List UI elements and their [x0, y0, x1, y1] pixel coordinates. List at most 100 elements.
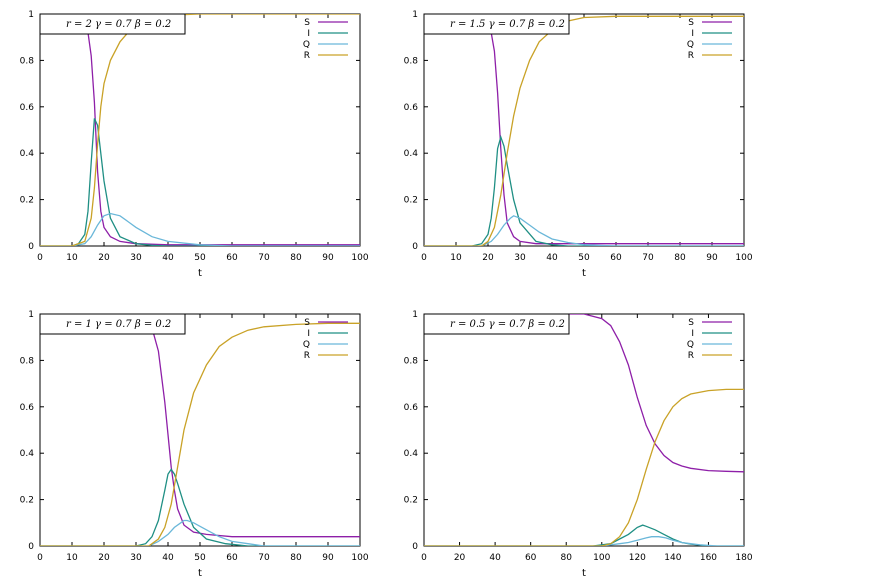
y-tick-label: 1: [412, 10, 418, 20]
series-line-R: [424, 15, 744, 246]
legend-label-I: I: [691, 329, 694, 339]
series-line-I: [424, 134, 744, 246]
x-tick-label: 100: [735, 253, 752, 263]
y-tick-label: 0.4: [20, 449, 35, 459]
plot-frame: [39, 313, 361, 547]
x-tick-label: 40: [489, 553, 501, 563]
legend-label-I: I: [307, 329, 310, 339]
legend-label-Q: Q: [687, 40, 694, 50]
x-tick-label: 100: [351, 253, 368, 263]
x-tick-label: 120: [629, 553, 646, 563]
series-line-S: [424, 14, 744, 245]
legend-label-R: R: [688, 51, 694, 61]
chart-title: r = 2 γ = 0.7 β = 0.2: [66, 19, 171, 30]
series-line-S: [424, 314, 744, 473]
x-tick-label: 0: [421, 253, 427, 263]
chart-panel-4: 0 20 40 60 80 100 120 140 160 180 0 0.2 0.4 0.6 0.8 1 t r…: [404, 310, 753, 579]
series-line-Q: [424, 215, 744, 246]
chart-title: r = 0.5 γ = 0.7 β = 0.2: [450, 319, 565, 330]
x-axis-label: t: [582, 568, 586, 579]
x-tick-label: 60: [226, 553, 238, 563]
y-tick-label: 0.2: [404, 196, 418, 206]
series-line-I: [40, 118, 360, 246]
y-tick-label: 0.6: [20, 103, 35, 113]
x-tick-label: 90: [706, 253, 718, 263]
y-tick-label: 1: [28, 310, 34, 320]
x-tick-label: 80: [560, 553, 572, 563]
y-tick-label: 0: [28, 242, 34, 252]
x-tick-label: 140: [664, 553, 681, 563]
x-tick-label: 20: [98, 253, 110, 263]
y-tick-label: 0.8: [20, 56, 35, 66]
y-tick-label: 0: [412, 242, 418, 252]
series-line-R: [40, 322, 360, 546]
y-tick-label: 0: [28, 542, 34, 552]
y-tick-label: 0.8: [404, 356, 419, 366]
x-tick-label: 160: [700, 553, 717, 563]
legend-label-S: S: [688, 18, 694, 28]
plot-frame: [423, 313, 745, 547]
chart-panel-3: 0 10 20 30 40 50 60 70 80 90 100 0 0.2 0.4 0.6 0.8 1 t r =…: [20, 310, 369, 579]
x-tick-label: 50: [194, 253, 206, 263]
legend-label-S: S: [688, 318, 694, 328]
chart-title: r = 1.5 γ = 0.7 β = 0.2: [450, 19, 565, 30]
x-tick-label: 50: [194, 553, 206, 563]
legend-label-S: S: [304, 18, 310, 28]
y-tick-label: 0.2: [20, 196, 34, 206]
x-tick-label: 30: [130, 553, 142, 563]
x-tick-label: 70: [642, 253, 654, 263]
y-tick-label: 0.2: [20, 496, 34, 506]
legend-label-R: R: [688, 351, 694, 361]
title-box: [423, 13, 570, 35]
x-tick-label: 180: [735, 553, 752, 563]
x-tick-label: 10: [450, 253, 462, 263]
legend-label-R: R: [304, 51, 310, 61]
y-tick-label: 1: [28, 10, 34, 20]
series-line-I: [424, 524, 744, 546]
y-tick-label: 0.4: [404, 149, 419, 159]
x-tick-label: 0: [37, 553, 43, 563]
legend-label-S: S: [304, 318, 310, 328]
y-tick-label: 0: [412, 542, 418, 552]
x-tick-label: 80: [674, 253, 686, 263]
legend-label-R: R: [304, 351, 310, 361]
x-axis-label: t: [582, 268, 586, 279]
legend-label-Q: Q: [303, 40, 310, 50]
x-axis-label: t: [198, 268, 202, 279]
series-line-I: [40, 468, 360, 546]
series-line-R: [424, 388, 744, 546]
x-tick-label: 20: [454, 553, 466, 563]
x-tick-label: 20: [482, 253, 494, 263]
legend-label-Q: Q: [303, 340, 310, 350]
series-line-Q: [40, 519, 360, 546]
x-tick-label: 80: [290, 253, 302, 263]
series-line-Q: [40, 212, 360, 246]
x-tick-label: 0: [421, 553, 427, 563]
y-tick-label: 1: [412, 310, 418, 320]
x-tick-label: 60: [226, 253, 238, 263]
x-tick-label: 90: [322, 553, 334, 563]
x-tick-label: 10: [66, 253, 78, 263]
title-box: [39, 13, 186, 35]
chart-title: r = 1 γ = 0.7 β = 0.2: [66, 319, 171, 330]
plot-frame: [423, 13, 745, 247]
series-line-S: [40, 314, 360, 538]
x-tick-label: 100: [593, 553, 610, 563]
x-tick-label: 20: [98, 553, 110, 563]
x-tick-label: 90: [322, 253, 334, 263]
x-tick-label: 50: [578, 253, 590, 263]
y-tick-label: 0.6: [404, 103, 419, 113]
y-tick-label: 0.6: [20, 403, 35, 413]
x-tick-label: 40: [162, 553, 174, 563]
x-tick-label: 10: [66, 553, 78, 563]
x-tick-label: 80: [290, 553, 302, 563]
chart-panel-2: 0 10 20 30 40 50 60 70 80 90 100 0 0.2 0.4 0.6 0.8 1 t r =…: [404, 10, 753, 279]
y-tick-label: 0.8: [20, 356, 35, 366]
x-axis-label: t: [198, 568, 202, 579]
x-tick-label: 60: [610, 253, 622, 263]
x-tick-label: 30: [514, 253, 526, 263]
y-tick-label: 0.4: [20, 149, 35, 159]
x-tick-label: 0: [37, 253, 43, 263]
y-tick-label: 0.2: [404, 496, 418, 506]
